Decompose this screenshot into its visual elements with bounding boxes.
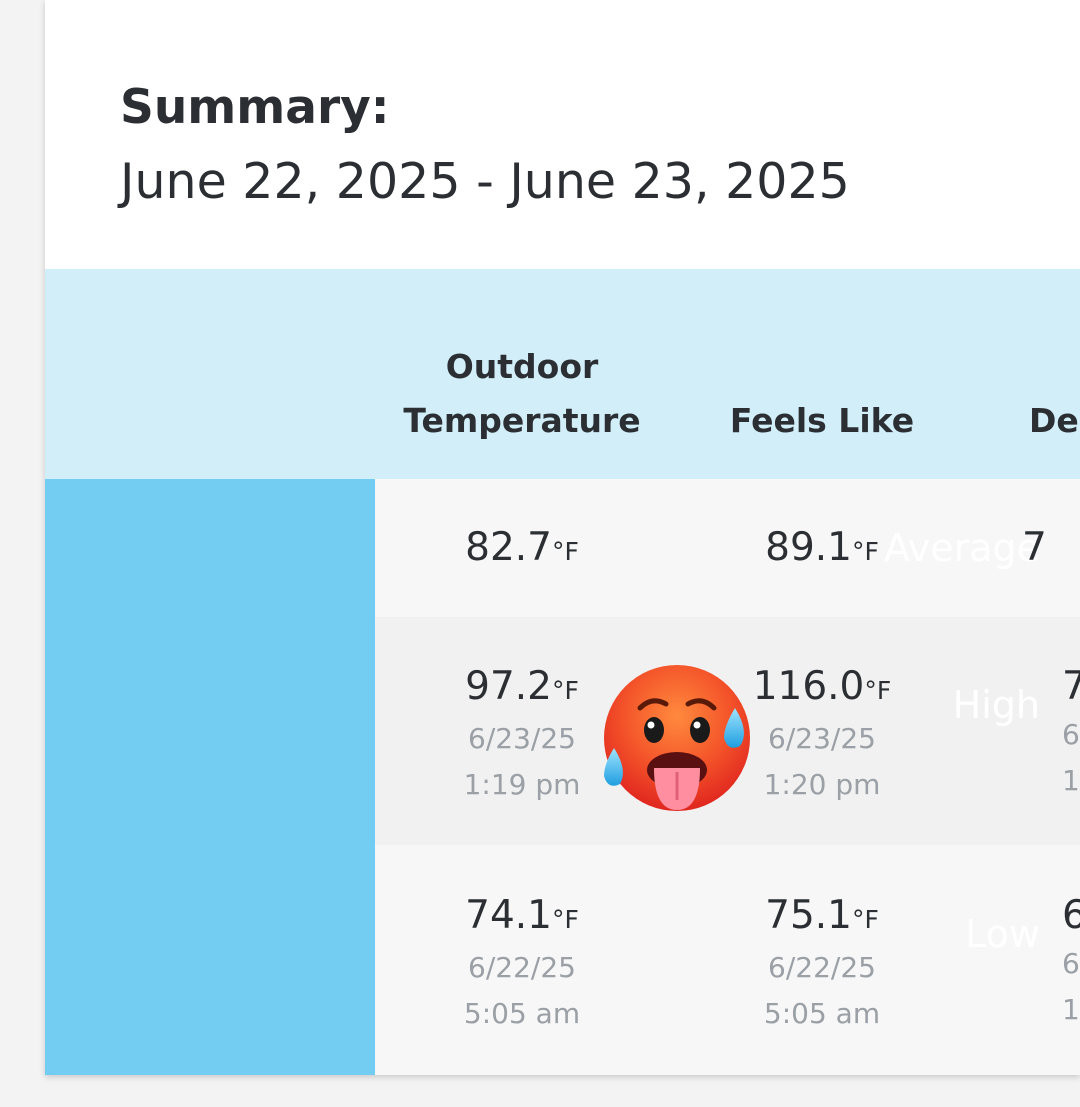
low-outdoor-cell: 74.1°F 6/22/25 5:05 am (392, 891, 652, 1037)
value-number: 74.1 (465, 893, 552, 938)
high-dew-time: 10 (1062, 764, 1080, 797)
unit-label: °F (864, 676, 892, 705)
low-feels-like-date: 6/22/25 (768, 951, 876, 984)
high-outdoor-cell: 97.2°F 6/23/25 1:19 pm (392, 662, 652, 808)
column-header-outdoor-temperature: Outdoor Temperature (392, 340, 652, 448)
value-number: 116.0 (752, 664, 865, 709)
high-outdoor-date: 6/23/25 (468, 722, 576, 755)
low-feels-like-cell: 75.1°F 6/22/25 5:05 am (692, 891, 952, 1037)
low-feels-like-value: 75.1°F (692, 891, 952, 945)
table-header: Outdoor Temperature Feels Like De (45, 269, 1080, 479)
unit-label: °F (851, 905, 879, 934)
column-header-feels-like: Feels Like (729, 401, 915, 440)
average-outdoor-cell: 82.7°F (392, 523, 652, 577)
high-feels-like-date: 6/23/25 (768, 722, 876, 755)
low-dew-cell: 6 6 1: (1062, 891, 1080, 1033)
high-dew-cell: 7 6 10 (1062, 662, 1080, 804)
row-low (375, 845, 1080, 1075)
row-average (375, 479, 1080, 617)
low-dew-time: 1: (1062, 993, 1080, 1026)
column-header-dew-point: De (1029, 401, 1079, 440)
high-dew-value: 7 (1062, 664, 1080, 709)
value-number: 89.1 (765, 525, 852, 570)
hot-face-emoji-icon (604, 665, 750, 811)
column-header-outdoor-line2: Temperature (403, 401, 641, 440)
summary-card: Summary: June 22, 2025 - June 23, 2025 O… (45, 0, 1080, 1075)
low-outdoor-time: 5:05 am (463, 997, 581, 1030)
high-feels-like-time: 1:20 pm (763, 768, 881, 801)
average-dew-cell: 7 (1022, 523, 1080, 573)
row-labels-column (45, 479, 375, 1075)
unit-label: °F (551, 905, 579, 934)
value-number: 75.1 (765, 893, 852, 938)
average-feels-like-cell: 89.1°F (692, 523, 952, 577)
low-outdoor-date: 6/22/25 (468, 951, 576, 984)
summary-title: Summary: (120, 80, 390, 135)
row-label-average: Average (883, 526, 1040, 570)
low-dew-value: 6 (1062, 893, 1080, 938)
summary-date-range: June 22, 2025 - June 23, 2025 (120, 153, 850, 210)
unit-label: °F (851, 537, 879, 566)
row-label-low: Low (965, 912, 1040, 956)
high-outdoor-time: 1:19 pm (463, 768, 581, 801)
average-feels-like-value: 89.1°F (692, 523, 952, 577)
unit-label: °F (551, 537, 579, 566)
value-number: 82.7 (465, 525, 552, 570)
value-number: 97.2 (465, 664, 552, 709)
low-dew-date: 6 (1062, 947, 1080, 980)
high-dew-date: 6 (1062, 718, 1080, 751)
row-label-high: High (952, 683, 1040, 727)
high-feels-like-value: 116.0°F (692, 662, 952, 716)
low-feels-like-time: 5:05 am (763, 997, 881, 1030)
column-header-outdoor-line1: Outdoor (445, 347, 599, 386)
average-outdoor-value: 82.7°F (392, 523, 652, 577)
average-dew-value: 7 (1022, 525, 1047, 570)
unit-label: °F (551, 676, 579, 705)
high-feels-like-cell: 116.0°F 6/23/25 1:20 pm (692, 662, 952, 808)
low-outdoor-value: 74.1°F (392, 891, 652, 945)
summary-header: Summary: June 22, 2025 - June 23, 2025 (120, 78, 850, 214)
high-outdoor-value: 97.2°F (392, 662, 652, 716)
